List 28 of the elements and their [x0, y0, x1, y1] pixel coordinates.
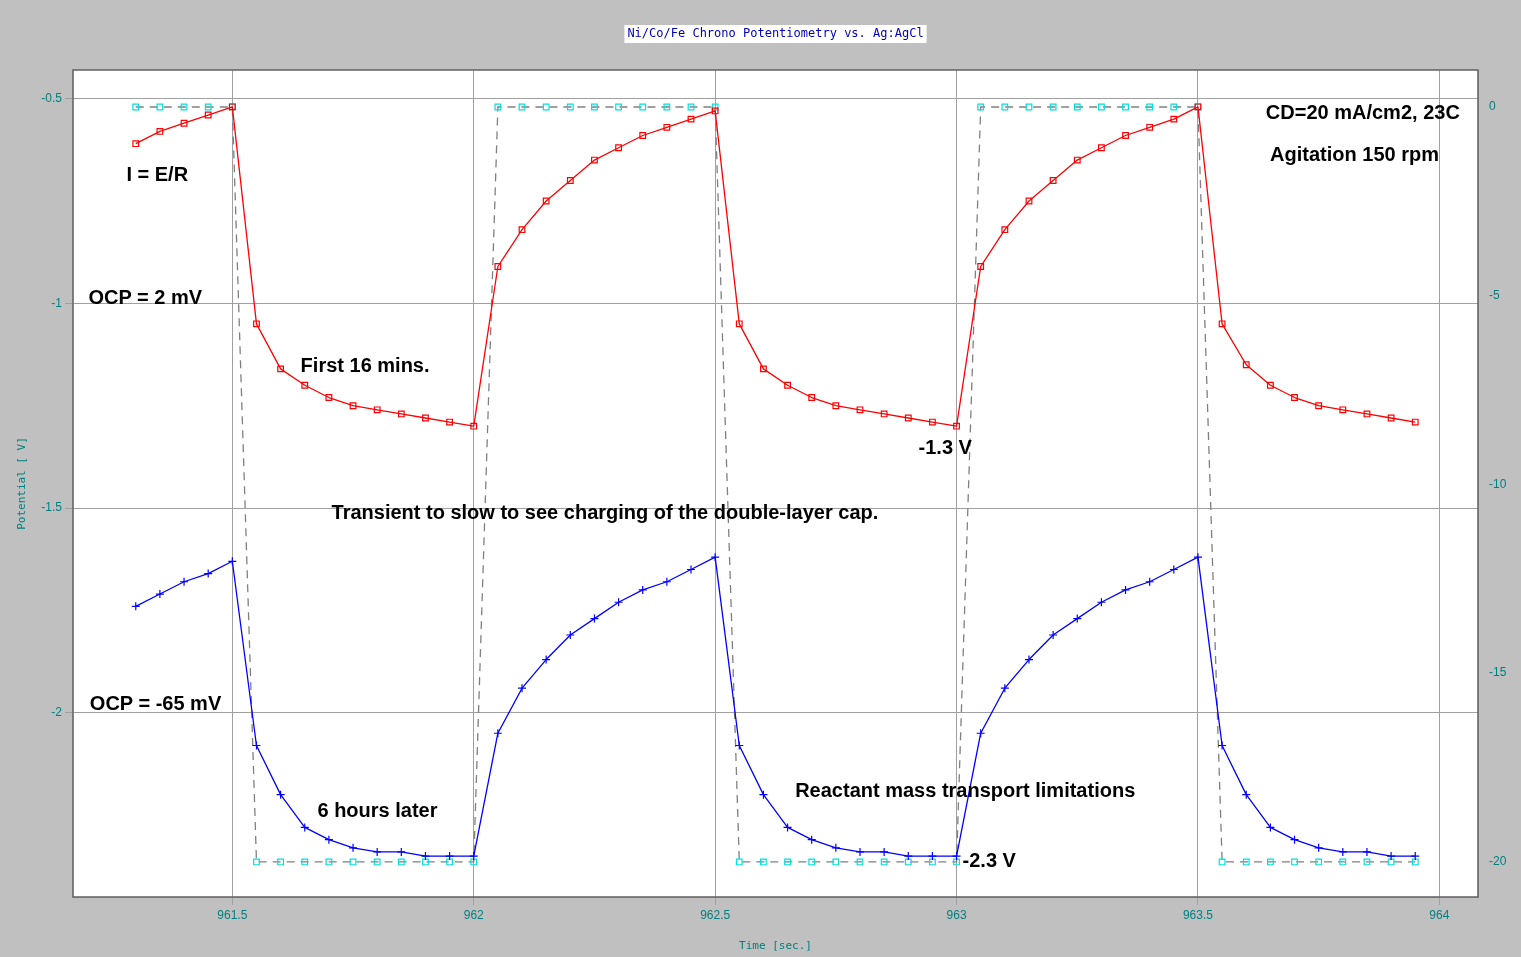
y2-tick-label: -10: [1489, 476, 1507, 491]
y-tick-label: -2: [51, 705, 63, 720]
annotation: I = E/R: [126, 163, 189, 186]
annotation: Transient to slow to see charging of the double-layer cap.: [331, 500, 879, 523]
y-tick-label: -0.5: [41, 90, 63, 105]
x-tick-label: 963.5: [1182, 907, 1214, 922]
annotation: First 16 mins.: [300, 354, 430, 377]
x-tick-label: 964: [1429, 907, 1450, 922]
annotation: OCP = -65 mV: [89, 691, 222, 714]
y2-tick-label: -20: [1489, 854, 1507, 869]
y-axis-title: Potential [ V]: [15, 437, 29, 530]
x-axis-title: Time [sec.]: [739, 939, 812, 953]
chart-title: Ni/Co/Fe Chrono Potentiometry vs. Ag:AgCl: [627, 26, 924, 41]
y2-tick-label: 0: [1489, 99, 1496, 114]
x-tick-label: 962: [463, 907, 485, 922]
annotation: -2.3 V: [962, 848, 1017, 871]
x-tick-label: 962.5: [700, 907, 731, 922]
annotation: OCP = 2 mV: [88, 285, 203, 308]
y2-tick-label: -15: [1489, 665, 1507, 680]
annotation: CD=20 mA/cm2, 23C: [1265, 101, 1460, 124]
annotation: -1.3 V: [918, 435, 973, 458]
y-tick-label: -1.5: [41, 500, 63, 515]
y2-tick-label: -5: [1489, 288, 1500, 303]
annotation: 6 hours later: [317, 799, 438, 822]
annotation: Agitation 150 rpm: [1270, 142, 1439, 165]
y-tick-label: -1: [51, 295, 63, 310]
x-tick-label: 961.5: [217, 907, 248, 922]
x-tick-label: 963: [946, 907, 967, 922]
